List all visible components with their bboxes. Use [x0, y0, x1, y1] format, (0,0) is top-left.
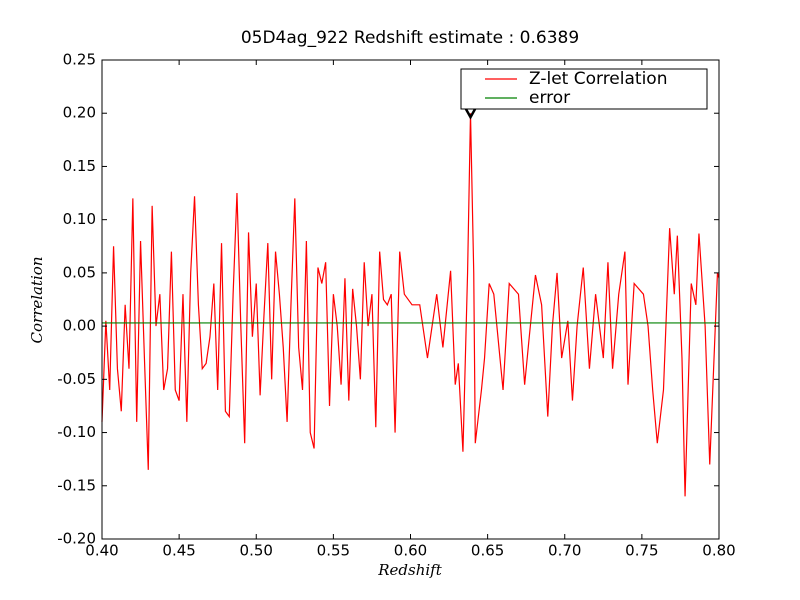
y-tick-label: 0.20 [63, 104, 96, 122]
x-tick-label: 0.70 [548, 542, 581, 560]
y-tick-label: -0.20 [57, 530, 96, 548]
y-tick-label: -0.15 [57, 476, 96, 494]
x-tick-label: 0.40 [85, 542, 118, 560]
y-tick-label: 0.25 [63, 51, 96, 69]
x-tick-label: 0.45 [162, 542, 195, 560]
legend-box [460, 68, 708, 110]
x-tick-label: 0.80 [702, 542, 735, 560]
series-line [101, 113, 720, 497]
y-tick-label: 0.10 [63, 210, 96, 228]
y-tick-label: 0.15 [63, 157, 96, 175]
x-tick-label: 0.60 [394, 542, 427, 560]
y-tick-label: 0.05 [63, 263, 96, 281]
legend-label: Z-let Correlation [529, 69, 667, 89]
y-tick-label: -0.05 [57, 370, 96, 388]
y-axis-label: Correlation [28, 257, 46, 344]
x-tick-label: 0.50 [240, 542, 273, 560]
x-tick-label: 0.75 [625, 542, 658, 560]
x-tick-label: 0.65 [471, 542, 504, 560]
x-axis-label: Redshift [377, 561, 442, 579]
y-tick-label: 0.00 [63, 317, 96, 335]
chart-title: 05D4ag_922 Redshift estimate : 0.6389 [241, 28, 579, 48]
legend-label: error [529, 88, 570, 108]
x-tick-label: 0.55 [317, 542, 350, 560]
y-tick-label: -0.10 [57, 423, 96, 441]
